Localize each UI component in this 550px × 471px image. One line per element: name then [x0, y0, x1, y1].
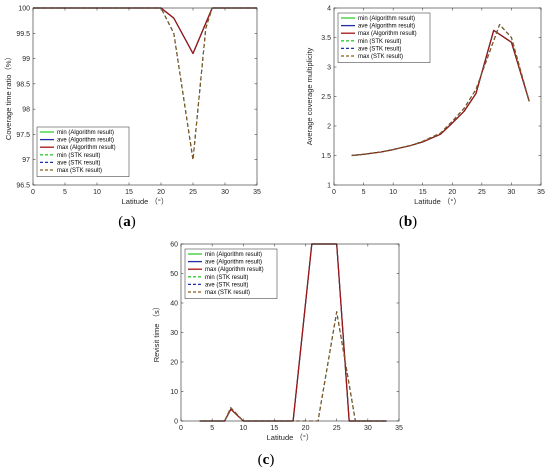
x-tick-label: 5 [63, 189, 67, 196]
panel-label-close: ) [412, 214, 417, 230]
legend-entry-5: ave (STK result) [358, 46, 401, 52]
legend-entry-6: max (STK result) [205, 290, 250, 296]
chart-average-coverage-multiplicity: 0 5 10 15 20 25 30 35 1 1.5 2 2.5 3 3.5 4 Latitude （°） A… [305, 6, 545, 231]
x-tick-label: 15 [125, 189, 133, 196]
x-tick-label: 25 [333, 425, 341, 432]
y-tick-label: 98.5 [16, 81, 30, 88]
legend-entry-2: ave (Algorithm result) [57, 138, 114, 144]
series-line-6 [351, 23, 530, 157]
panel-label-letter: a [123, 214, 131, 230]
y-tick-label: 97 [22, 157, 30, 164]
y-tick-label: 20 [170, 360, 178, 367]
series-group [351, 23, 530, 157]
x-tick-label: 35 [537, 189, 545, 196]
y-axis-label: Revisit time （s） [152, 303, 161, 363]
y-axis-label: Coverage time ratio（%） [4, 53, 13, 140]
x-tick-label: 10 [389, 189, 397, 196]
legend-entry-6: max (STK result) [57, 168, 102, 174]
legend-box [337, 12, 431, 63]
panel-label: (c) [258, 452, 275, 468]
panel-label-close: ) [269, 452, 274, 468]
y-tick-label: 98 [22, 107, 30, 114]
x-tick-label: 30 [508, 189, 516, 196]
x-axis-label: Latitude （°） [267, 433, 314, 442]
x-tick-label: 25 [478, 189, 486, 196]
x-tick-label: 35 [395, 425, 403, 432]
y-tick-label: 3.5 [321, 35, 331, 42]
x-tick-label: 15 [419, 189, 427, 196]
y-tick-label: 50 [170, 271, 178, 278]
y-tick-label: 10 [170, 389, 178, 396]
x-tick-label: 0 [31, 189, 35, 196]
y-tick-label: 4 [327, 6, 331, 13]
chart-revisit-time: 0 5 10 15 20 25 30 35 0 10 20 30 40 50 60 Latitude （°） R… [152, 242, 403, 469]
legend: min (Algorithm result) ave (Algorithm res… [337, 12, 431, 63]
legend-entry-4: min (STK result) [358, 39, 401, 45]
chart-coverage-time-ratio: 0 5 10 15 20 25 30 35 96.5 97 97.5 98 98.5 99 99.5 100 L… [4, 6, 261, 231]
y-tick-label: 0 [174, 419, 178, 426]
legend: min (Algorithm result) ave (Algorithm res… [184, 248, 278, 299]
x-tick-label: 20 [448, 189, 456, 196]
legend-entry-3: max (Algorithm result) [205, 267, 264, 273]
legend-entry-6: max (STK result) [358, 54, 403, 60]
x-tick-label: 15 [271, 425, 279, 432]
legend-entry-4: min (STK result) [57, 153, 100, 159]
legend-entry-3: max (Algorithm result) [358, 31, 417, 37]
axes-box [32, 7, 258, 186]
y-tick-label: 1.5 [321, 153, 331, 160]
x-tick-label: 30 [221, 189, 229, 196]
y-tick-label: 3 [327, 65, 331, 72]
panel-label-open: ( [118, 214, 123, 230]
x-tick-label: 30 [364, 425, 372, 432]
x-tick-label: 0 [332, 189, 336, 196]
panel-label: (b) [399, 214, 417, 230]
x-tick-label: 10 [93, 189, 101, 196]
panel-label-letter: b [404, 214, 412, 230]
legend-entry-1: min (Algorithm result) [205, 252, 262, 258]
legend-entry-4: min (STK result) [205, 275, 248, 281]
legend-box [36, 126, 130, 177]
legend-box [184, 248, 278, 299]
y-axis-label: Average coverage multiplicity [305, 48, 314, 146]
y-tick-label: 99.5 [16, 31, 30, 38]
x-tick-label: 25 [189, 189, 197, 196]
y-tick-label: 2.5 [321, 94, 331, 101]
legend-entry-3: max (Algorithm result) [57, 145, 116, 151]
legend-entry-5: ave (STK result) [57, 160, 100, 166]
y-tick-label: 2 [327, 124, 331, 131]
legend: min (Algorithm result) ave (Algorithm res… [36, 126, 130, 177]
y-tick-label: 99 [22, 56, 30, 63]
legend-entry-5: ave (STK result) [205, 282, 248, 288]
y-tick-label: 97.5 [16, 132, 30, 139]
panel-label-open: ( [258, 452, 263, 468]
x-axis-label: Latitude （°） [122, 197, 169, 206]
x-tick-label: 20 [302, 425, 310, 432]
x-tick-label: 0 [179, 425, 183, 432]
panel-label-open: ( [399, 214, 404, 230]
x-tick-label: 35 [253, 189, 261, 196]
legend-entry-1: min (Algorithm result) [358, 16, 415, 22]
panel-label: (a) [118, 214, 136, 230]
x-tick-label: 5 [210, 425, 214, 432]
y-tick-label: 40 [170, 301, 178, 308]
legend-entry-2: ave (Algorithm result) [358, 24, 415, 30]
legend-entry-2: ave (Algorithm result) [205, 260, 262, 266]
x-axis-label: Latitude （°） [414, 197, 461, 206]
panel-label-close: ) [131, 214, 136, 230]
y-tick-label: 1 [327, 183, 331, 190]
y-tick-label: 60 [170, 242, 178, 249]
y-tick-label: 100 [18, 6, 30, 13]
panel-label-letter: c [263, 452, 270, 468]
x-tick-label: 20 [157, 189, 165, 196]
y-tick-label: 30 [170, 330, 178, 337]
y-tick-label: 96.5 [16, 183, 30, 190]
x-tick-label: 5 [362, 189, 366, 196]
legend-entry-1: min (Algorithm result) [57, 130, 114, 136]
x-tick-label: 10 [239, 425, 247, 432]
